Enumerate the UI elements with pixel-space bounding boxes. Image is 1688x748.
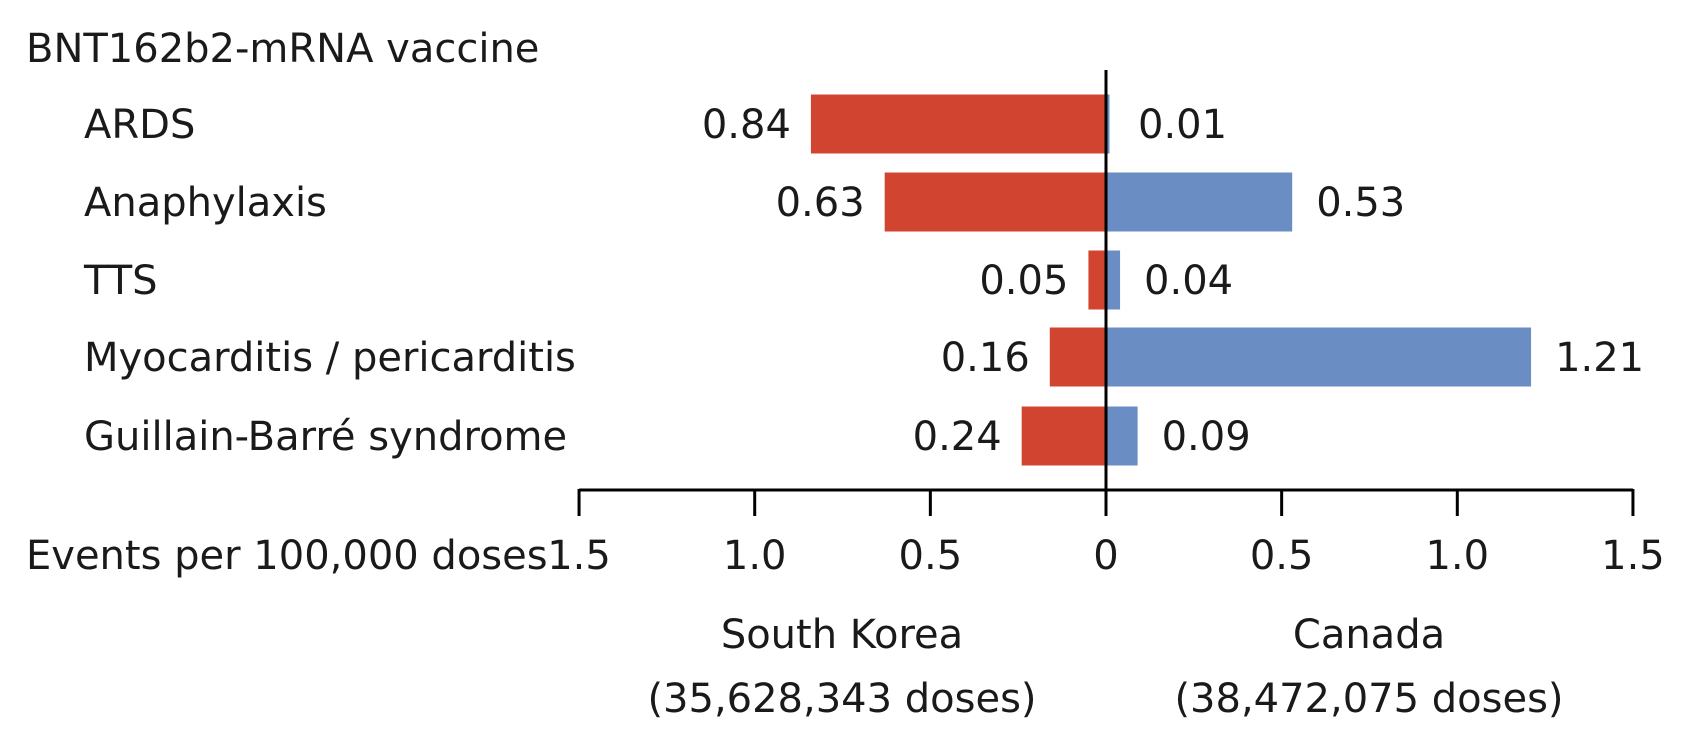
- category-label: Anaphylaxis: [84, 180, 327, 226]
- bar-canada: [1106, 250, 1121, 310]
- category-label: ARDS: [84, 102, 195, 148]
- x-tick-label: 1.0: [1425, 533, 1489, 579]
- value-label-canada: 1.21: [1555, 335, 1644, 381]
- bar-south-korea: [1049, 327, 1106, 387]
- x-tick-label: 0.5: [1250, 533, 1314, 579]
- value-labels: 0.84 0.01 0.63 0.53 0.05 0.04 0.16 1.21 0.24 0.09: [702, 102, 1644, 460]
- value-label-canada: 0.04: [1144, 258, 1233, 304]
- value-label-canada: 0.53: [1316, 180, 1405, 226]
- x-tick-label: 1.5: [547, 533, 611, 579]
- value-label-south-korea: 0.84: [702, 102, 791, 148]
- x-tick-label: 1.0: [723, 533, 787, 579]
- category-label: Guillain-Barré syndrome: [84, 414, 567, 460]
- value-label-south-korea: 0.05: [979, 258, 1068, 304]
- value-label-south-korea: 0.16: [941, 335, 1030, 381]
- bar-south-korea: [810, 94, 1106, 154]
- value-label-south-korea: 0.63: [776, 180, 865, 226]
- series-captions: South Korea (35,628,343 doses) Canada (38,4…: [647, 612, 1563, 722]
- x-tick-label: 0: [1093, 533, 1118, 579]
- bars: [810, 94, 1532, 466]
- value-label-canada: 0.01: [1138, 102, 1227, 148]
- x-tick-label: 1.5: [1601, 533, 1665, 579]
- series-name-canada: Canada: [1293, 612, 1445, 658]
- value-label-south-korea: 0.24: [913, 414, 1002, 460]
- bar-canada: [1106, 172, 1293, 232]
- category-label: Myocarditis / pericarditis: [84, 335, 576, 381]
- bar-canada: [1106, 94, 1110, 154]
- chart-title: BNT162b2-mRNA vaccine: [26, 26, 539, 72]
- series-subtitle-canada: (38,472,075 doses): [1174, 676, 1563, 722]
- bar-south-korea: [1088, 250, 1106, 310]
- bar-south-korea: [884, 172, 1106, 232]
- x-tick-label: 0.5: [899, 533, 963, 579]
- value-label-canada: 0.09: [1162, 414, 1251, 460]
- series-name-south-korea: South Korea: [721, 612, 963, 658]
- bar-south-korea: [1021, 406, 1106, 466]
- x-axis-label: Events per 100,000 doses: [26, 533, 548, 579]
- series-subtitle-south-korea: (35,628,343 doses): [647, 676, 1036, 722]
- bar-canada: [1106, 327, 1532, 387]
- category-label: TTS: [83, 258, 158, 304]
- x-axis: 1.5 1.0 0.5 0 0.5 1.0 1.5: [547, 488, 1665, 579]
- category-labels: ARDS Anaphylaxis TTS Myocarditis / pericard…: [83, 102, 576, 460]
- bar-canada: [1106, 406, 1138, 466]
